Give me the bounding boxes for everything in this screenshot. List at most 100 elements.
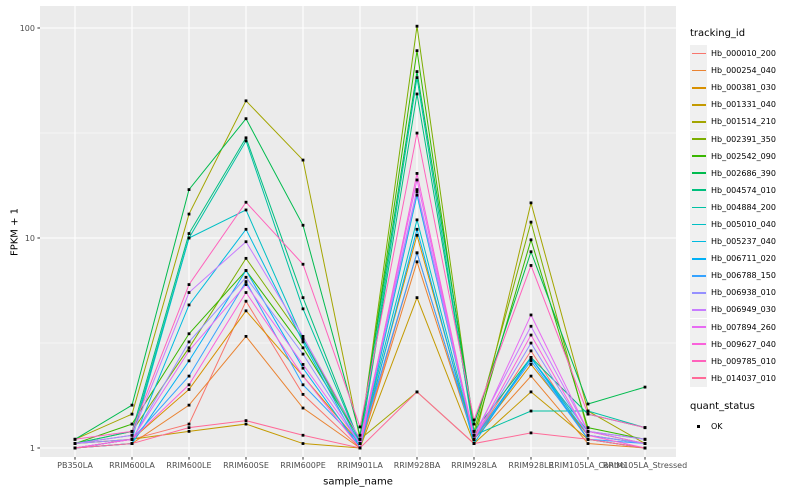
legend-key-line — [691, 138, 706, 140]
data-point — [586, 402, 590, 406]
data-point — [529, 359, 533, 363]
data-point — [529, 238, 533, 242]
legend-key-swatch — [690, 96, 707, 114]
data-point — [187, 332, 191, 336]
data-point — [415, 218, 419, 222]
data-point — [301, 346, 305, 350]
data-point — [187, 188, 191, 192]
y-tick-label: 10 — [25, 234, 35, 243]
data-point — [244, 139, 248, 143]
x-axis-title: sample_name — [323, 476, 393, 488]
y-tick-label: 100 — [20, 24, 35, 33]
legend-label: Hb_001514_210 — [711, 117, 776, 127]
data-point — [244, 334, 248, 338]
legend-key-line — [691, 309, 706, 311]
data-point — [643, 446, 647, 450]
legend-label: Hb_004884_200 — [711, 202, 776, 212]
legend-item-Hb_002391_350: Hb_002391_350 — [690, 130, 798, 148]
legend-key-line — [691, 240, 706, 243]
data-point — [244, 299, 248, 303]
legend-item-Hb_000254_040: Hb_000254_040 — [690, 62, 798, 80]
data-point — [301, 406, 305, 410]
legend-label: Hb_000010_200 — [711, 49, 776, 59]
legend-key-line — [691, 206, 706, 209]
data-point — [244, 227, 248, 231]
data-point — [358, 442, 362, 445]
x-tick-label: RRIM105LA_Control — [549, 461, 628, 470]
data-point — [415, 260, 419, 264]
quant-status-key — [690, 418, 707, 435]
data-point — [415, 92, 419, 96]
legend-label: Hb_002542_090 — [711, 151, 776, 161]
legend-label: Hb_005010_040 — [711, 219, 776, 229]
legend-key-line — [691, 257, 706, 260]
legend-key-swatch — [690, 45, 707, 63]
data-point — [415, 193, 419, 197]
legend-key-line — [691, 377, 706, 380]
legend-key-line — [691, 86, 706, 89]
data-point — [415, 227, 419, 231]
quant-status-items: OK — [690, 418, 798, 435]
data-point — [301, 223, 305, 227]
x-tick-label: RRIM901LA — [337, 461, 383, 470]
data-point — [643, 426, 647, 430]
x-tick-label: RRIM928LE — [508, 461, 553, 470]
data-point — [529, 220, 533, 224]
legend-key-line — [691, 103, 706, 106]
data-point — [415, 49, 419, 53]
legend-label: Hb_000254_040 — [711, 66, 776, 76]
data-point — [187, 349, 191, 353]
data-point — [244, 309, 248, 313]
data-point — [529, 409, 533, 413]
data-point — [301, 334, 305, 338]
data-point — [529, 313, 533, 317]
legend-item-Hb_001514_210: Hb_001514_210 — [690, 113, 798, 131]
x-tick-label: RRIM928BA — [394, 461, 441, 470]
x-tick-label: RRIM600LE — [166, 461, 211, 470]
legend-key-swatch — [690, 113, 707, 131]
data-point — [244, 280, 248, 283]
data-point — [586, 433, 590, 437]
data-point — [415, 178, 419, 182]
data-point — [73, 442, 77, 445]
data-point — [187, 346, 191, 350]
data-point — [130, 403, 134, 407]
data-point — [301, 307, 305, 311]
data-point — [529, 356, 533, 359]
data-point — [301, 158, 305, 162]
quant-status-title: quant_status — [690, 400, 755, 412]
x-tick-label: RRIM600PE — [280, 461, 326, 470]
data-point — [301, 433, 305, 437]
data-point — [187, 383, 191, 387]
quant-status-item-OK: OK — [690, 418, 798, 435]
legend-key-swatch — [690, 267, 707, 285]
legend-label: Hb_001331_040 — [711, 100, 776, 110]
legend-item-Hb_000010_200: Hb_000010_200 — [690, 45, 798, 63]
data-point — [529, 374, 533, 378]
data-point — [643, 437, 647, 441]
legend-key-line — [691, 52, 706, 55]
data-point — [529, 333, 533, 337]
x-tick-label: RRIM600SE — [223, 461, 269, 470]
legend-key-swatch — [690, 318, 707, 336]
data-point — [130, 442, 134, 445]
quant-status-label: OK — [711, 421, 723, 431]
legend-key-line — [691, 360, 706, 363]
data-point — [472, 437, 476, 441]
data-point — [130, 422, 134, 426]
x-tick-label: RRIM600LA — [109, 461, 155, 470]
data-point — [586, 412, 590, 416]
data-point — [586, 442, 590, 445]
legend-key-line — [691, 172, 706, 175]
data-point — [244, 136, 248, 140]
data-point — [130, 412, 134, 416]
legend-key-line — [691, 69, 706, 72]
legend-item-Hb_014037_010: Hb_014037_010 — [690, 369, 798, 387]
data-point — [187, 212, 191, 216]
legend-label: Hb_006788_150 — [711, 271, 776, 281]
legend-item-Hb_006938_010: Hb_006938_010 — [690, 284, 798, 302]
data-point — [244, 208, 248, 212]
legend-item-Hb_004884_200: Hb_004884_200 — [690, 198, 798, 216]
legend-item-Hb_006788_150: Hb_006788_150 — [690, 267, 798, 285]
data-point — [244, 269, 248, 272]
